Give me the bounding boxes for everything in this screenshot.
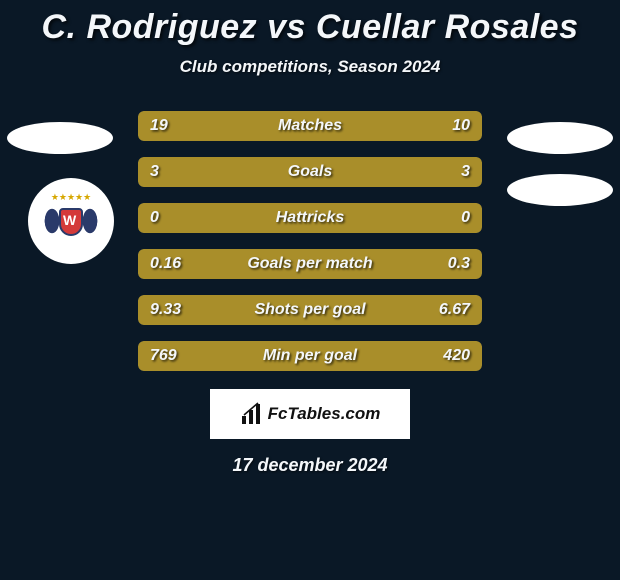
player-right-oval-2 bbox=[507, 174, 613, 206]
stat-bar: 0.16Goals per match0.3 bbox=[138, 249, 482, 279]
stat-label: Hattricks bbox=[138, 203, 482, 233]
stat-value-right: 3 bbox=[461, 157, 470, 187]
player-right-oval bbox=[507, 122, 613, 154]
stat-label: Goals bbox=[138, 157, 482, 187]
stat-bar: 19Matches10 bbox=[138, 111, 482, 141]
brand-badge: FcTables.com bbox=[210, 389, 410, 439]
stat-label: Shots per goal bbox=[138, 295, 482, 325]
stat-label: Matches bbox=[138, 111, 482, 141]
footer-date: 17 december 2024 bbox=[0, 455, 620, 476]
stat-bar: 3Goals3 bbox=[138, 157, 482, 187]
stat-bar: 9.33Shots per goal6.67 bbox=[138, 295, 482, 325]
player-left-oval bbox=[7, 122, 113, 154]
stat-label: Min per goal bbox=[138, 341, 482, 371]
stat-value-right: 10 bbox=[452, 111, 470, 141]
brand-text: FcTables.com bbox=[268, 404, 381, 424]
stat-bar: 769Min per goal420 bbox=[138, 341, 482, 371]
stat-value-right: 0.3 bbox=[448, 249, 470, 279]
infographic-root: C. Rodriguez vs Cuellar Rosales Club com… bbox=[0, 0, 620, 580]
stats-bars: 19Matches10 3Goals3 0Hattricks0 0.16Goals p… bbox=[138, 111, 482, 371]
stat-label: Goals per match bbox=[138, 249, 482, 279]
page-subtitle: Club competitions, Season 2024 bbox=[0, 57, 620, 77]
stat-value-right: 0 bbox=[461, 203, 470, 233]
stat-value-right: 420 bbox=[443, 341, 470, 371]
chart-icon bbox=[240, 402, 264, 426]
page-title: C. Rodriguez vs Cuellar Rosales bbox=[0, 8, 620, 47]
club-crest-icon: ★★★★★ W bbox=[42, 192, 100, 250]
club-badge-left: ★★★★★ W bbox=[28, 178, 114, 264]
stat-bar: 0Hattricks0 bbox=[138, 203, 482, 233]
stat-value-right: 6.67 bbox=[439, 295, 470, 325]
